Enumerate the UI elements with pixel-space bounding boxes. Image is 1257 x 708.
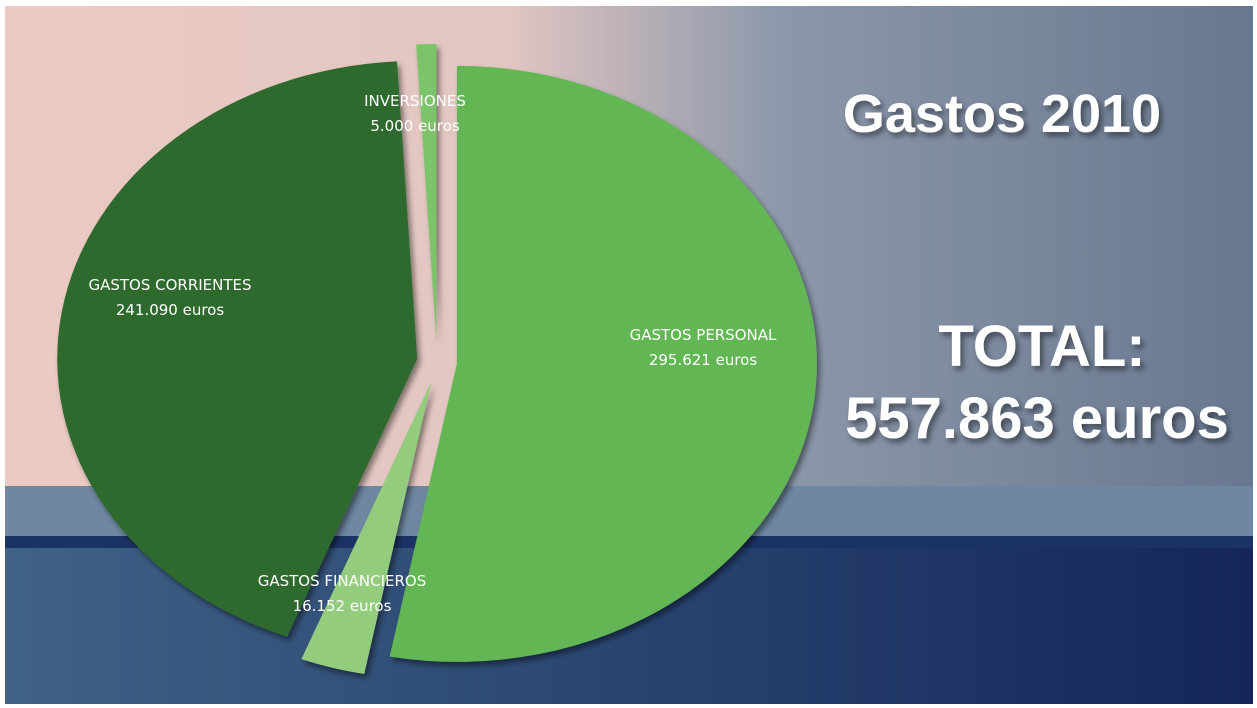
slice-value: 5.000 euros bbox=[370, 117, 459, 135]
slice-value: 241.090 euros bbox=[116, 301, 225, 319]
pie bbox=[57, 44, 817, 674]
slice-label: GASTOS PERSONAL bbox=[630, 326, 777, 344]
total-label: TOTAL: bbox=[938, 314, 1145, 379]
slice-label: GASTOS FINANCIEROS bbox=[258, 572, 427, 590]
slice-value: 16.152 euros bbox=[293, 597, 392, 615]
slice-label: INVERSIONES bbox=[364, 92, 466, 110]
total-value: 557.863 euros bbox=[845, 386, 1229, 451]
pie-slice bbox=[416, 44, 437, 343]
chart-title: Gastos 2010 bbox=[843, 84, 1161, 144]
pie-slice bbox=[57, 61, 418, 637]
slice-value: 295.621 euros bbox=[649, 351, 758, 369]
pie-slice bbox=[301, 381, 432, 674]
pie-slice bbox=[389, 65, 817, 662]
slice-label: GASTOS CORRIENTES bbox=[88, 276, 251, 294]
